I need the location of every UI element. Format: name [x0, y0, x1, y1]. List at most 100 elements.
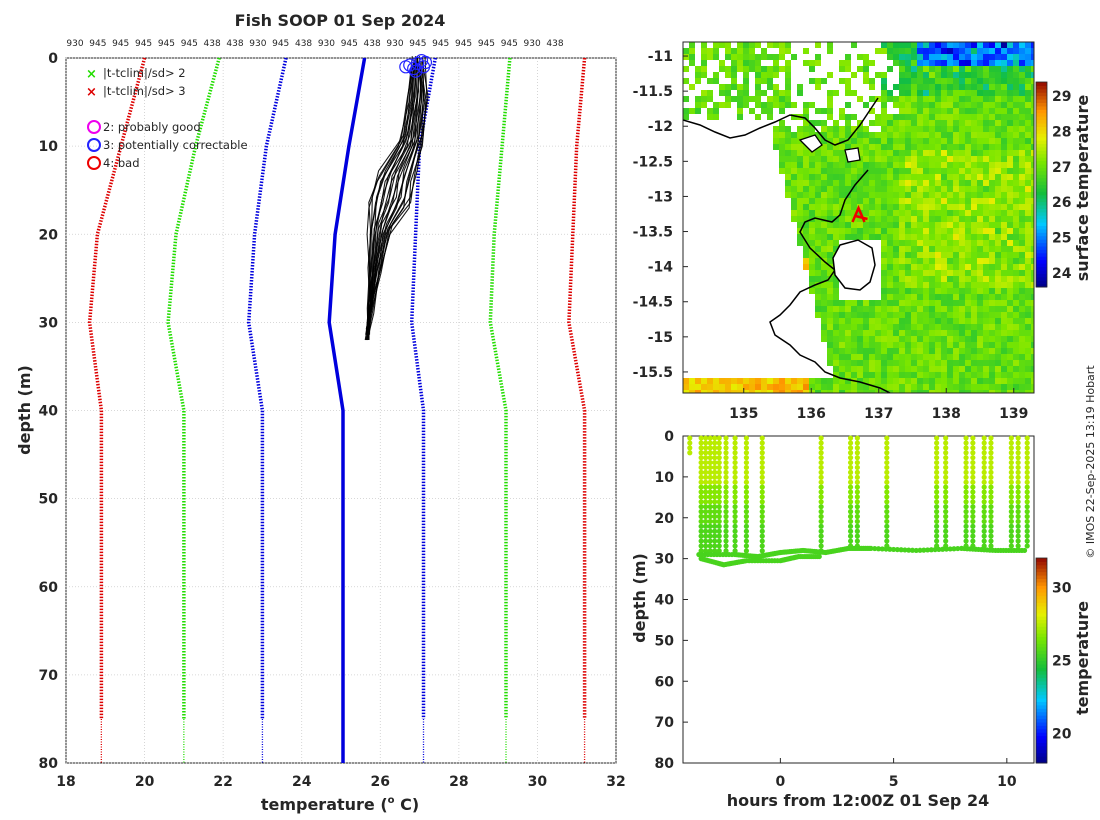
sst-cell [965, 216, 971, 222]
sst-cell [983, 354, 989, 360]
sst-cell [869, 156, 875, 162]
sst-cell [995, 174, 1001, 180]
depth-time-point [981, 533, 987, 539]
temperature-colorbar-segment [1036, 691, 1047, 696]
sst-cell [971, 336, 977, 342]
sst-cell [917, 210, 923, 216]
sst-cell [929, 216, 935, 222]
sst-cell [929, 120, 935, 126]
bottom-track-point [887, 546, 893, 552]
map-y-tick-label: -14 [648, 260, 674, 276]
depth-time-point [1024, 469, 1030, 475]
sst-cell [893, 312, 899, 318]
sst-cell [947, 252, 953, 258]
sst-cell [881, 180, 887, 186]
sst-cell [959, 384, 965, 390]
sst-cell [869, 336, 875, 342]
sst-cell [833, 390, 839, 393]
sst-cell [911, 288, 917, 294]
depth-time-point [1024, 538, 1030, 544]
sst-cell [821, 198, 827, 204]
sst-cell [971, 228, 977, 234]
sst-cell [773, 42, 779, 48]
sst-cell [953, 48, 959, 54]
profile-y-tick-label: 20 [39, 227, 59, 243]
depth-time-point [884, 484, 890, 490]
depth-time-point [934, 459, 940, 466]
sst-cell [923, 300, 929, 306]
sst-cell [875, 156, 881, 162]
sst-cell [953, 378, 959, 384]
sst-cell [989, 222, 995, 228]
sst-cell [767, 102, 773, 108]
sst-cell [821, 300, 827, 306]
sst-cell [1001, 204, 1007, 210]
sst-cell [887, 360, 893, 366]
sst-cell [899, 306, 905, 312]
sst-cell [911, 264, 917, 270]
sst-cell [977, 114, 983, 120]
sst-cell [1031, 240, 1034, 246]
sst-cell [761, 54, 767, 60]
sst-cell [1007, 360, 1013, 366]
sst-cell [869, 60, 875, 66]
sst-cell [995, 300, 1001, 306]
depth-time-point [854, 484, 860, 490]
sst-cell [959, 192, 965, 198]
depth-time-point [687, 435, 693, 441]
sst-cell [1019, 228, 1025, 234]
sst-cell [923, 372, 929, 378]
sst-cell [953, 210, 959, 216]
depth-time-point [712, 450, 718, 456]
sst-cell [887, 312, 893, 318]
sst-cell [1001, 48, 1007, 54]
depth-time-point [759, 494, 765, 500]
depth-time-point [884, 513, 890, 520]
sst-cell [761, 72, 767, 78]
sst-cell [803, 48, 809, 54]
sst-cell [797, 234, 803, 240]
sst-cell [995, 168, 1001, 174]
depth-time-point [963, 499, 969, 505]
sst-cell [983, 156, 989, 162]
depth-time-point [963, 459, 969, 466]
sst-cell [923, 324, 929, 330]
depth-time-point [1015, 504, 1021, 510]
sst-cell [1001, 234, 1007, 240]
sst-cell [929, 240, 935, 246]
sst-cell [863, 204, 869, 210]
depth-time-point [943, 474, 949, 480]
depth-time-point [707, 464, 713, 471]
sst-cell [827, 204, 833, 210]
sst-cell [1007, 108, 1013, 114]
depth-time-point [847, 518, 854, 525]
sst-cell [917, 78, 923, 84]
sst-cell [965, 60, 971, 66]
depth-time-point [732, 479, 738, 485]
coastline-west-path [769, 169, 891, 393]
sst-cell [887, 180, 893, 186]
depth-time-point [703, 440, 709, 446]
sst-cell [1031, 360, 1034, 366]
sst-cell [1019, 180, 1025, 186]
sst-cell [863, 312, 869, 318]
depth-time-point [988, 523, 994, 529]
depth-time-point [743, 504, 750, 510]
sst-cell [1031, 366, 1034, 372]
depth-time-point [970, 464, 976, 471]
sst-cell [875, 354, 881, 360]
sst-cell [857, 174, 863, 180]
sst-cell [929, 348, 935, 354]
depth-time-point [884, 523, 890, 529]
depth-time-point [970, 459, 976, 466]
sst-cell [941, 276, 947, 282]
sst-cell [1025, 72, 1031, 78]
depth-time-point [732, 474, 738, 480]
sst-cell [785, 102, 791, 108]
sst-cell [989, 126, 995, 132]
depth-time-point [703, 445, 709, 451]
sst-cell [989, 330, 995, 336]
profile-y-axis-label: depth (m) [15, 365, 34, 455]
depth-time-point [732, 459, 738, 466]
sst-cell [881, 306, 887, 312]
